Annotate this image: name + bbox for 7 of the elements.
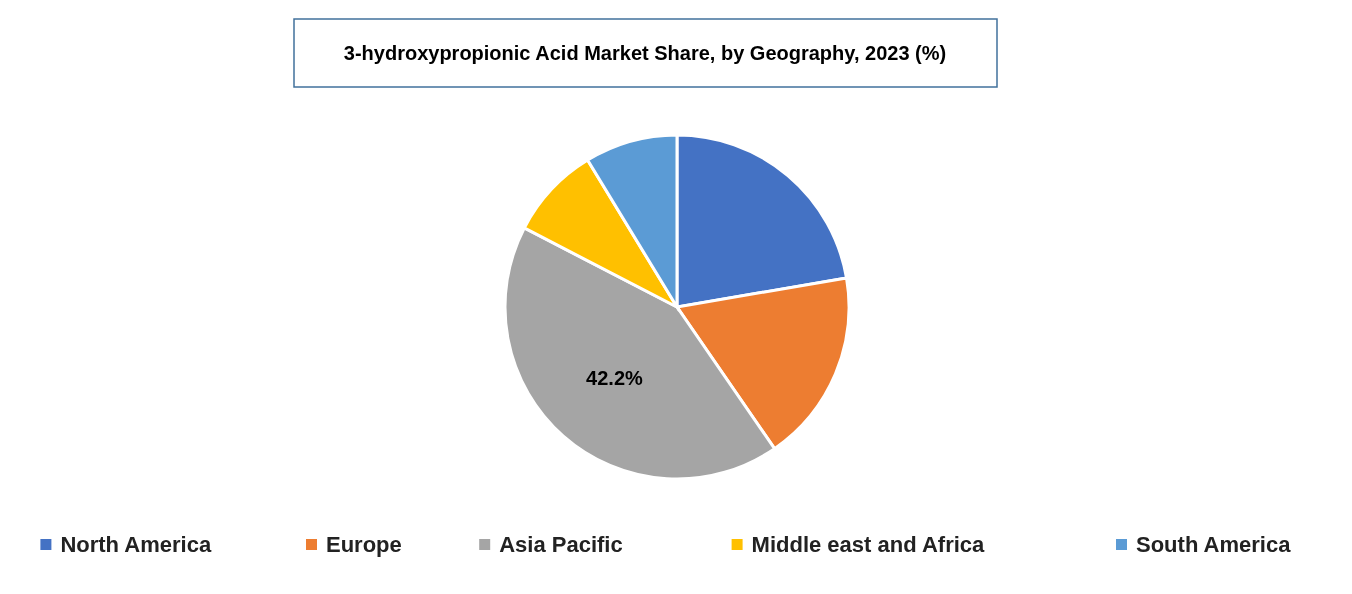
legend-label: South America — [1136, 532, 1292, 557]
legend-label: Asia Pacific — [499, 532, 623, 557]
legend-label: Middle east and Africa — [751, 532, 986, 557]
chart-title: 3-hydroxypropionic Acid Market Share, by Geography, 2023 (%) — [343, 42, 947, 64]
legend-label: North America — [60, 532, 212, 557]
data-label: 42.2% — [586, 366, 644, 389]
legend-label: Europe — [326, 532, 402, 557]
